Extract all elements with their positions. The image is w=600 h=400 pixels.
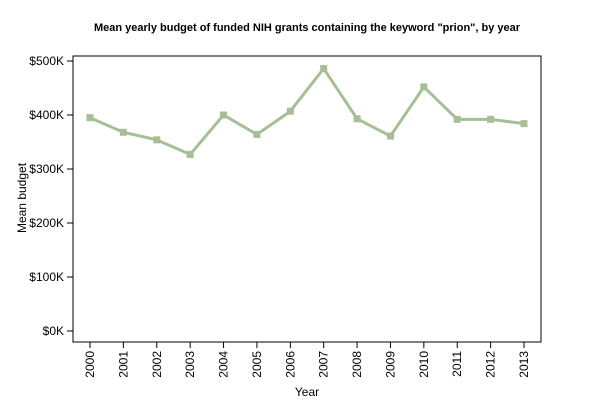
x-tick-label: 2002 bbox=[150, 351, 164, 378]
x-tick-label: 2009 bbox=[383, 351, 397, 378]
data-point bbox=[520, 120, 528, 128]
y-tick-label: $100K bbox=[29, 270, 64, 284]
x-axis: 2000 2001 2002 2003 2004 2005 2006 2007 2008 2009… bbox=[83, 342, 531, 378]
y-tick-label: $500K bbox=[29, 54, 64, 68]
x-tick-label: 2013 bbox=[517, 351, 531, 378]
x-tick-label: 2010 bbox=[417, 351, 431, 378]
data-point bbox=[320, 65, 328, 73]
data-point bbox=[220, 111, 228, 119]
data-point bbox=[353, 115, 361, 123]
x-tick-label: 2007 bbox=[317, 351, 331, 378]
chart-title: Mean yearly budget of funded NIH grants … bbox=[93, 22, 521, 34]
y-tick-label: $0K bbox=[43, 324, 64, 338]
data-point bbox=[386, 132, 394, 140]
y-tick-label: $200K bbox=[29, 216, 64, 230]
y-axis-title: Mean budget bbox=[15, 162, 29, 233]
x-axis-title: Year bbox=[295, 385, 319, 399]
data-point bbox=[153, 136, 161, 144]
x-tick-label: 2001 bbox=[116, 351, 130, 378]
series-line bbox=[89, 67, 525, 156]
x-tick-label: 2003 bbox=[183, 351, 197, 378]
x-tick-label: 2012 bbox=[484, 351, 498, 378]
y-axis: $0K $100K $200K $300K $400K $500K bbox=[29, 54, 73, 338]
data-point bbox=[253, 130, 261, 138]
data-point bbox=[453, 115, 461, 123]
x-tick-label: 2004 bbox=[217, 351, 231, 378]
y-tick-label: $400K bbox=[29, 108, 64, 122]
plot-frame bbox=[72, 55, 542, 343]
data-point bbox=[186, 150, 194, 158]
series-layer bbox=[86, 65, 528, 158]
data-point bbox=[487, 115, 495, 123]
x-tick-label: 2005 bbox=[250, 351, 264, 378]
x-tick-label: 2011 bbox=[450, 351, 464, 377]
data-point bbox=[119, 128, 127, 136]
x-tick-label: 2000 bbox=[83, 351, 97, 378]
data-point bbox=[286, 107, 294, 115]
x-tick-label: 2006 bbox=[283, 351, 297, 378]
x-tick-label: 2008 bbox=[350, 351, 364, 378]
data-point bbox=[420, 83, 428, 91]
y-tick-label: $300K bbox=[29, 162, 64, 176]
data-point bbox=[86, 114, 94, 122]
